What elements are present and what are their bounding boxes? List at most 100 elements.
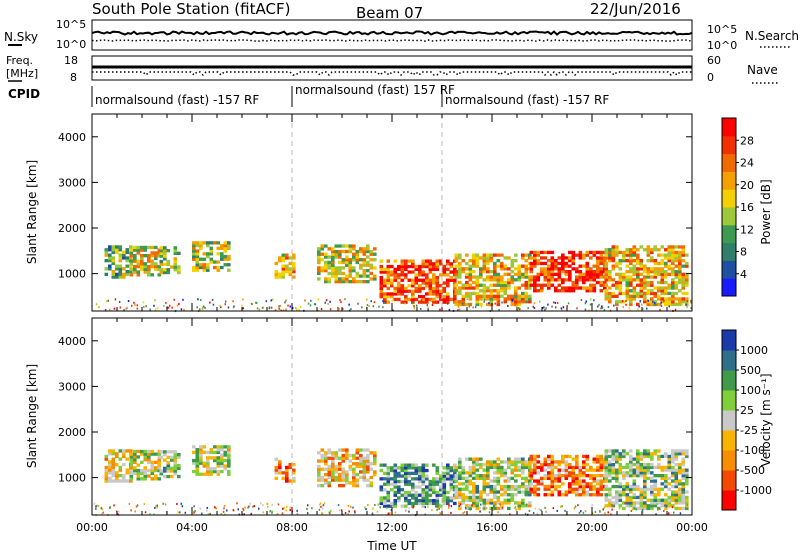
colorbar-swatch [722,430,736,451]
echo-cell [589,278,593,282]
echo-cell [400,289,405,293]
echo-speckle [242,307,244,310]
echo-cell [334,252,339,256]
echo-cell [660,454,665,459]
echo-cell [550,259,555,263]
echo-cell [674,476,679,480]
echo-cell [503,291,508,296]
echo-cell [379,292,384,296]
echo-speckle [667,512,670,515]
echo-cell [533,253,537,257]
colorbar-tick-label: 100 [740,384,761,397]
echo-cell [681,495,686,500]
echo-cell [411,485,415,489]
echo-speckle [262,306,265,309]
echo-cell [435,499,440,503]
echo-cell [557,493,562,497]
echo-cell [472,460,476,464]
echo-cell [632,495,637,500]
echo-cell [170,458,174,462]
echo-cell [143,267,148,271]
echo-cell [650,452,654,456]
echo-cell [678,493,682,497]
echo-cell [521,294,525,298]
echo-cell [468,270,473,274]
echo-cell [220,469,224,474]
echo-cell [227,450,231,454]
echo-speckle [431,509,433,512]
echo-speckle [562,306,565,309]
echo-cell [432,501,436,506]
echo-cell [479,465,483,470]
echo-speckle [424,506,427,509]
echo-cell [517,275,522,279]
echo-cell [435,300,440,304]
echo-cell [439,259,443,263]
echo-cell [278,259,282,263]
echo-cell [386,300,391,304]
echo-cell [108,253,112,257]
echo-cell [510,498,515,502]
echo-cell [496,302,501,307]
echo-cell [206,469,210,474]
echo-cell [596,280,600,285]
echo-speckle [379,506,381,509]
echo-cell [629,468,633,472]
echo-cell [482,476,487,480]
echo-cell [453,297,457,302]
echo-cell [529,482,534,486]
echo-cell [514,286,518,290]
echo-cell [278,463,282,467]
echo-cell [500,253,504,257]
echo-cell [386,295,391,299]
echo-cell [667,264,672,268]
echo-cell [397,286,401,291]
echo-cell [359,464,363,469]
echo-cell [397,471,401,475]
echo-cell [465,484,469,489]
echo-cell [133,254,137,258]
echo-cell [404,267,408,271]
echo-cell [540,479,544,483]
echo-speckle [364,506,366,509]
echo-cell [493,504,497,508]
echo-cell [348,244,353,248]
echo-cell [428,289,433,293]
echo-cell [489,460,494,464]
echo-cell [425,297,429,302]
echo-cell [629,490,633,494]
echo-cell [639,278,644,282]
echo-speckle [420,503,423,505]
echo-cell [173,458,178,462]
echo-cell [486,275,490,279]
echo-cell [639,468,644,472]
echo-speckle [613,304,615,307]
echo-cell [503,267,508,271]
echo-speckle [119,306,122,309]
echo-cell [582,253,586,257]
echo-cell [611,504,616,508]
echo-cell [404,479,408,484]
echo-cell [543,463,548,467]
echo-cell [592,474,597,478]
echo-cell [585,250,590,255]
echo-cell [414,493,419,497]
echo-cell [639,261,644,266]
echo-cell [274,270,279,274]
echo-cell [486,474,490,478]
echo-cell [317,266,321,270]
echo-speckle [162,502,164,505]
echo-speckle [372,507,374,510]
echo-cell [425,501,429,506]
echo-cell [550,261,555,266]
echo-cell [643,248,647,252]
echo-speckle [368,305,370,308]
echo-cell [618,484,623,489]
echo-cell [625,504,630,508]
echo-cell [664,297,668,301]
echo-cell [442,477,447,481]
echo-cell [122,452,126,456]
echo-cell [143,474,148,478]
echo-speckle [567,302,570,305]
echo-cell [383,278,387,282]
